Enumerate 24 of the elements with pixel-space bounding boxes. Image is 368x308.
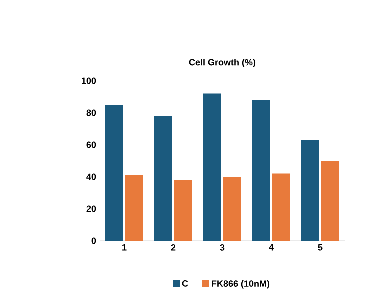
bar	[223, 176, 242, 241]
legend-label: FK866 (10nM)	[212, 280, 270, 289]
x-tick-label: 2	[171, 244, 176, 251]
bar	[126, 175, 144, 241]
y-tick-label: 60	[86, 142, 96, 148]
y-tick-label: 100	[82, 78, 96, 84]
bar	[154, 116, 172, 241]
bar	[203, 94, 222, 241]
legend-label: C	[182, 280, 188, 287]
x-tick-label: 4	[269, 244, 274, 251]
x-tick-label: 3	[220, 244, 225, 251]
y-tick-label: 40	[86, 174, 96, 180]
y-tick-label: 20	[86, 206, 96, 212]
chart-title: Cell Growth (%)	[189, 59, 256, 68]
x-tick-label: 5	[318, 244, 323, 251]
bar	[252, 100, 270, 241]
y-tick-label: 0	[92, 238, 96, 244]
bar	[301, 140, 320, 241]
bar	[174, 180, 192, 241]
bar	[272, 174, 290, 241]
y-tick-label: 80	[86, 110, 96, 116]
x-tick-label: 1	[122, 244, 127, 251]
bar	[321, 160, 340, 241]
bar	[106, 104, 124, 241]
